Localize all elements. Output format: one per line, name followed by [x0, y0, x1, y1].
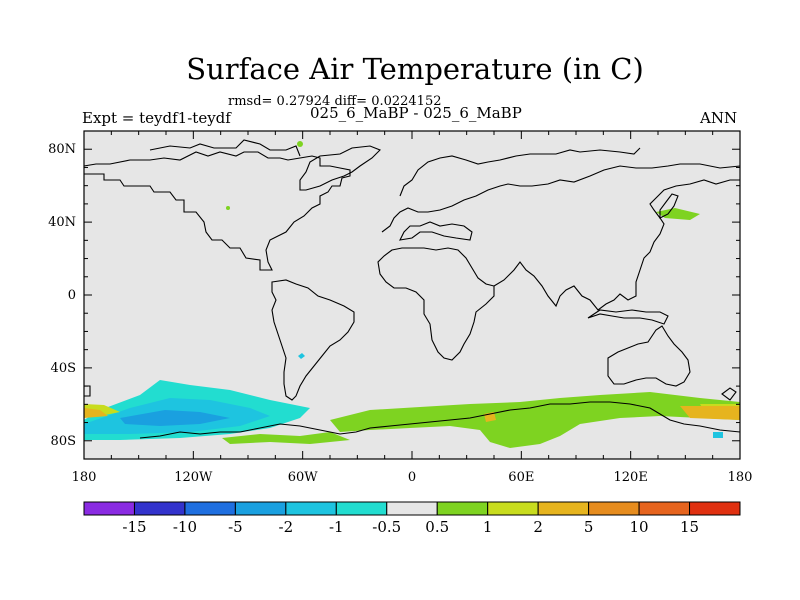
colorbar-label: -15	[122, 518, 146, 536]
colorbar-label: -1	[329, 518, 344, 536]
season-label: ANN	[700, 109, 738, 127]
colorbar-swatch	[386, 501, 438, 516]
colorbar-swatch	[83, 501, 135, 516]
coastline-scandinavia	[399, 147, 641, 197]
warm-anomaly-west-antarctic	[222, 432, 350, 444]
coastline-south-america	[271, 279, 355, 401]
lon-tick-label: 0	[408, 470, 416, 485]
coastline-indonesia	[587, 309, 669, 325]
colorbar-label: -5	[228, 518, 243, 536]
colorbar-label: 5	[584, 518, 594, 536]
longitude-axis: 180 120W 60W 0 60E 120E 180	[72, 131, 753, 485]
lon-tick-label: 60E	[508, 470, 534, 485]
coastline-canada-arctic	[149, 139, 301, 157]
warm-anomaly-speck	[226, 206, 230, 210]
colorbar-swatch	[588, 501, 640, 516]
colorbar-swatch	[537, 501, 590, 516]
latitude-axis: 80N 40N 0 40S 80S	[48, 142, 740, 449]
lat-tick-label: 80N	[48, 142, 76, 157]
chart-title: Surface Air Temperature (in C)	[186, 52, 644, 86]
colorbar-label: 10	[630, 518, 649, 536]
map-panel	[83, 130, 741, 460]
colorbar-label: 15	[680, 518, 699, 536]
colorbar-label: -2	[279, 518, 294, 536]
coastline-asia	[493, 179, 740, 311]
coastline-north-america	[83, 151, 351, 271]
rmsd-diff-stats: rmsd= 0.27924 diff= 0.0224152	[228, 94, 442, 109]
colorbar-swatch	[133, 501, 186, 516]
warm-anomaly-arctic	[297, 141, 303, 147]
period-label: 025_6_MaBP - 025_6_MaBP	[310, 104, 522, 122]
colorbar-label: -0.5	[372, 518, 401, 536]
cold-anomaly-ross	[713, 432, 723, 438]
lon-tick-label: 120W	[174, 470, 213, 485]
coastline-africa	[377, 247, 495, 361]
lat-tick-label: 40N	[48, 215, 76, 230]
colorbar-label: 1	[483, 518, 493, 536]
warm-anomaly-north-pacific	[656, 208, 700, 220]
lon-tick-label: 60W	[288, 470, 319, 485]
colorbar-swatch	[436, 501, 489, 516]
colorbar-swatch	[285, 501, 337, 516]
coastline-new-zealand	[721, 387, 737, 401]
lat-tick-label: 80S	[51, 434, 76, 449]
colorbar-label: -10	[173, 518, 197, 536]
lon-tick-label: 180	[728, 470, 753, 485]
colorbar-swatch	[335, 501, 388, 516]
lat-tick-label: 40S	[51, 361, 76, 376]
colorbar: -15 -10 -5 -2 -1 -0.5 0.5 1 2 5 10 15	[83, 501, 741, 536]
coastline-japan	[659, 193, 679, 219]
cold-anomaly-strong	[120, 410, 230, 426]
cold-anomaly-speck	[298, 353, 305, 359]
coastline-greenland	[299, 145, 381, 191]
coastline-australia	[607, 325, 691, 387]
colorbar-label: 2	[533, 518, 543, 536]
colorbar-swatch	[689, 501, 741, 516]
colorbar-label: 0.5	[425, 518, 449, 536]
colorbar-swatch	[184, 501, 236, 516]
coastline-mediterranean	[399, 221, 473, 241]
experiment-label: Expt = teydf1-teydf	[82, 109, 231, 127]
lon-tick-label: 120E	[614, 470, 648, 485]
lat-tick-label: 0	[68, 288, 76, 303]
colorbar-swatch	[234, 501, 287, 516]
colorbar-swatch	[638, 501, 691, 516]
coastline-europe	[381, 163, 741, 233]
lon-tick-label: 180	[72, 470, 97, 485]
colorbar-swatch	[487, 501, 539, 516]
